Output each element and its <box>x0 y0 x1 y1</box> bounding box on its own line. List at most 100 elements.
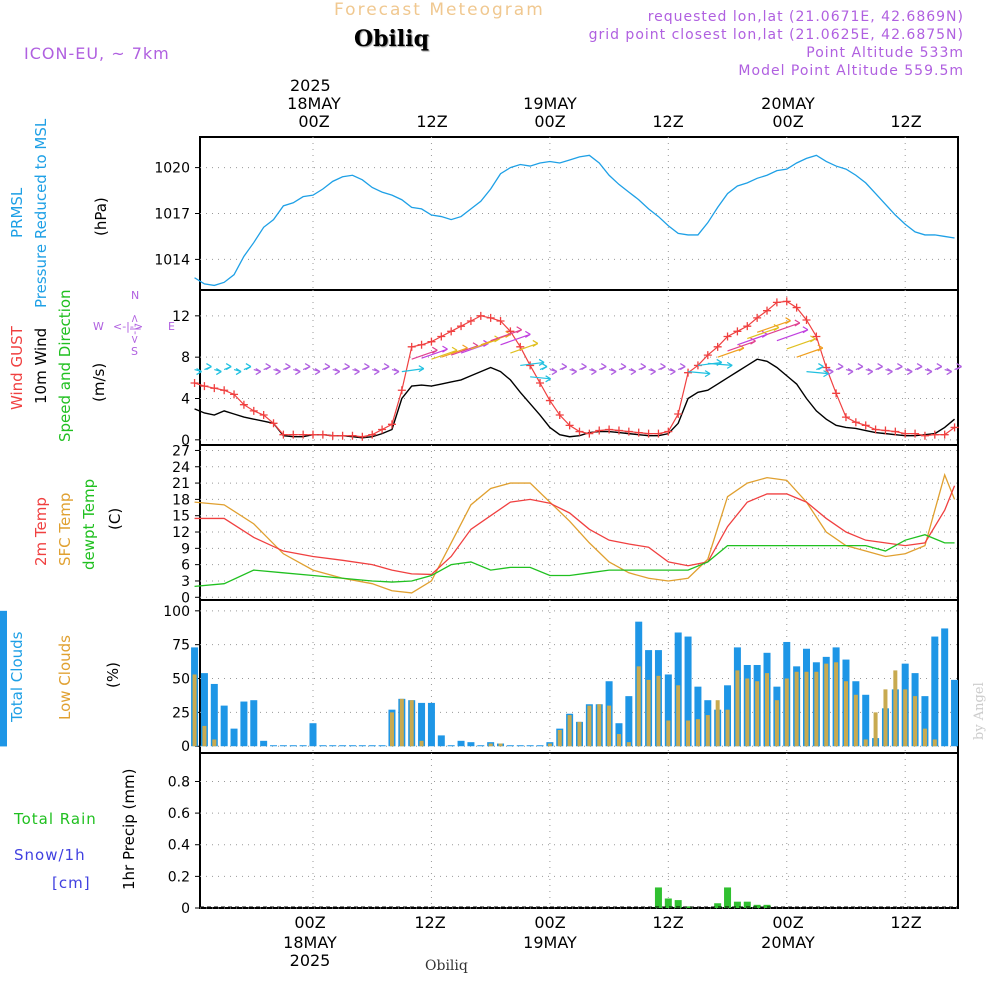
low-cloud-bar <box>705 715 710 747</box>
wind-direction-arrow <box>480 333 511 346</box>
gust-marker <box>348 431 357 440</box>
gust-marker <box>210 384 219 393</box>
wind-arrow-head <box>344 363 350 371</box>
dewpoint-line <box>194 534 955 588</box>
wind-arrow-head <box>196 368 202 376</box>
wind-arrow-head <box>785 317 791 325</box>
gust-marker <box>585 429 594 438</box>
gust-marker <box>200 382 209 391</box>
low-cloud-bar <box>409 700 414 747</box>
top-hour-label: 12Z <box>890 112 922 131</box>
wind-arrow-head <box>877 363 883 371</box>
low-cloud-bar <box>646 679 651 747</box>
gust-marker <box>595 426 604 435</box>
wind-arrow-head <box>571 368 577 376</box>
y-tick-label: 0.4 <box>168 838 190 854</box>
top-hour-label: 00Z <box>298 112 330 131</box>
wind-arrow-head <box>541 363 548 371</box>
y-tick-label: 15 <box>172 509 190 525</box>
wind-direction-arrow <box>756 320 791 333</box>
wind-arrow-head <box>679 363 686 371</box>
bottom-hour-label: 12Z <box>890 913 922 932</box>
wind-direction-arrow <box>688 371 711 375</box>
wind-direction-arrow <box>747 326 780 340</box>
total-cloud-bar <box>664 674 672 747</box>
wind-arrow-head <box>265 363 271 371</box>
total-cloud-bar <box>309 723 317 747</box>
wind-arrow-head <box>206 363 212 371</box>
y-tick-label: 0.6 <box>168 806 190 822</box>
wind-arrow-head <box>442 345 448 353</box>
wind-arrow-head <box>936 363 943 371</box>
top-hour-label: 12Z <box>416 112 448 131</box>
wind-arrow-head <box>897 363 903 371</box>
y-tick-label: 50 <box>172 672 190 688</box>
y-tick-label: 1017 <box>154 207 190 223</box>
gust-marker <box>269 419 278 428</box>
y-tick-label: 8 <box>181 350 190 366</box>
gust-marker <box>713 342 722 351</box>
wind-arrow-head <box>810 335 816 343</box>
gust-marker <box>841 413 850 422</box>
bottom-day-label: 18MAY <box>283 933 337 952</box>
wind-direction-arrow <box>431 349 458 360</box>
gust-marker <box>861 421 870 430</box>
low-cloud-bar <box>774 700 779 747</box>
total-cloud-bar <box>951 679 959 747</box>
y-tick-label: 18 <box>172 492 190 508</box>
total-cloud-bar <box>418 702 426 747</box>
gust-marker <box>437 332 446 341</box>
wind-arrow-head <box>383 363 390 371</box>
y-tick-label: 0.8 <box>168 774 190 790</box>
wind-direction-arrow <box>460 342 489 354</box>
total-cloud-bar <box>348 745 356 747</box>
low-cloud-bar <box>745 678 750 747</box>
low-cloud-bar <box>922 728 927 747</box>
wind-arrow-head <box>887 368 893 376</box>
bottom-hour-label: 00Z <box>534 913 566 932</box>
wind-arrow-head <box>294 368 301 376</box>
total-cloud-bar <box>0 610 7 747</box>
wind-arrow-head <box>946 368 952 376</box>
gust-marker <box>871 425 880 434</box>
gust-marker <box>644 429 653 438</box>
gust-marker <box>279 430 288 439</box>
wind-arrow-head <box>857 363 864 371</box>
gust-marker <box>259 411 268 420</box>
y-tick-label: 0 <box>181 739 190 755</box>
y-tick-label: 3 <box>181 574 190 590</box>
y-tick-label: 1020 <box>154 161 190 177</box>
low-cloud-bar <box>755 681 760 747</box>
wind-arrow-head <box>620 363 627 371</box>
low-cloud-bar <box>498 743 503 747</box>
gust-marker <box>230 390 239 399</box>
total-cloud-bar <box>516 745 524 747</box>
snow-unit: [cm] <box>52 874 91 892</box>
total-cloud-bar <box>220 705 228 747</box>
gust-marker <box>496 317 505 325</box>
wind-arrow-head <box>516 326 522 334</box>
gust-marker <box>605 425 614 434</box>
compass-ew-arrow: <-|-> <box>113 320 144 333</box>
low-cloud-bar <box>567 715 572 747</box>
rain-bar <box>724 887 732 908</box>
wind-arrow-head <box>431 346 438 354</box>
total-cloud-bar <box>862 694 870 747</box>
wind-arrow-head <box>304 363 311 371</box>
wind-arrow-head <box>916 363 923 371</box>
gust-marker <box>733 327 742 336</box>
rain-bar <box>714 903 722 908</box>
wind-arrow-head <box>538 358 545 366</box>
wind-arrow-head <box>561 363 568 371</box>
low-cloud-bar <box>853 694 858 747</box>
wind-arrow-head <box>225 363 232 371</box>
y-tick-label: 12 <box>172 525 190 541</box>
low-cloud-bar <box>192 674 197 747</box>
gust-marker <box>457 322 466 331</box>
low-cloud-bar <box>804 671 809 747</box>
total-cloud-bar <box>684 636 692 747</box>
gust-marker <box>614 426 623 435</box>
y-tick-label: 9 <box>181 541 190 557</box>
y-tick-label: 24 <box>172 460 190 476</box>
total-cloud-bar <box>230 728 238 747</box>
